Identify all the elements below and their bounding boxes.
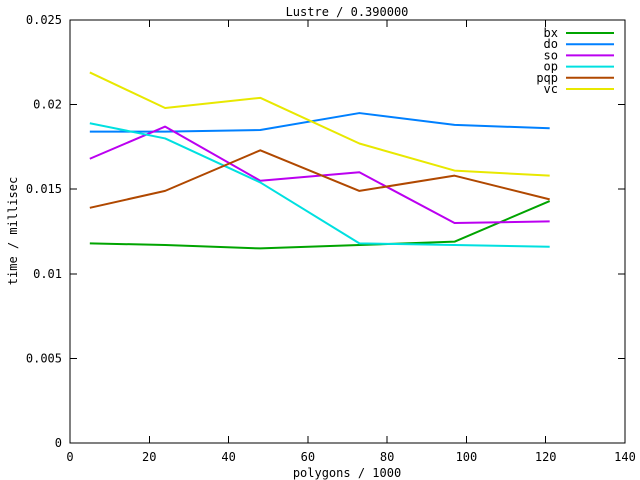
legend-label: bx xyxy=(544,26,558,40)
legend-label: op xyxy=(544,60,558,74)
x-tick-label: 40 xyxy=(221,450,235,464)
legend-item-vc: vc xyxy=(544,82,614,96)
x-tick-label: 120 xyxy=(535,450,557,464)
y-tick-label: 0 xyxy=(55,436,62,450)
legend-item-bx: bx xyxy=(544,26,614,40)
legend-label: vc xyxy=(544,82,558,96)
x-tick-label: 20 xyxy=(142,450,156,464)
legend-item-pqp: pqp xyxy=(536,71,614,85)
x-tick-label: 60 xyxy=(301,450,315,464)
x-tick-label: 140 xyxy=(614,450,636,464)
y-tick-label: 0.01 xyxy=(33,267,62,281)
x-tick-label: 100 xyxy=(456,450,478,464)
series-line-bx xyxy=(89,200,551,250)
series-line-pqp xyxy=(89,149,550,209)
legend-label: pqp xyxy=(536,71,558,85)
x-axis-label: polygons / 1000 xyxy=(293,466,401,480)
y-axis-label: time / millisec xyxy=(6,177,20,285)
y-tick-label: 0.02 xyxy=(33,98,62,112)
x-tick-label: 80 xyxy=(380,450,394,464)
y-tick-label: 0.025 xyxy=(26,13,62,27)
series-line-op xyxy=(89,122,550,248)
legend-label: so xyxy=(544,48,558,62)
plot-border xyxy=(69,19,626,444)
legend-label: do xyxy=(544,37,558,51)
series-lines xyxy=(89,71,551,250)
legend-item-op: op xyxy=(544,60,614,74)
y-tick-label: 0.015 xyxy=(26,182,62,196)
plot-frame: 0 20 40 60 80 100 120 140 0 0.005 0.01 0.015 0.02 0.0… xyxy=(26,13,636,464)
series-line-vc xyxy=(89,71,550,177)
x-tick-label: 0 xyxy=(66,450,73,464)
chart-title: Lustre / 0.390000 xyxy=(286,5,409,19)
series-line-so xyxy=(89,125,550,225)
legend-item-do: do xyxy=(544,37,614,51)
y-tick-label: 0.005 xyxy=(26,351,62,365)
legend-item-so: so xyxy=(544,48,614,62)
